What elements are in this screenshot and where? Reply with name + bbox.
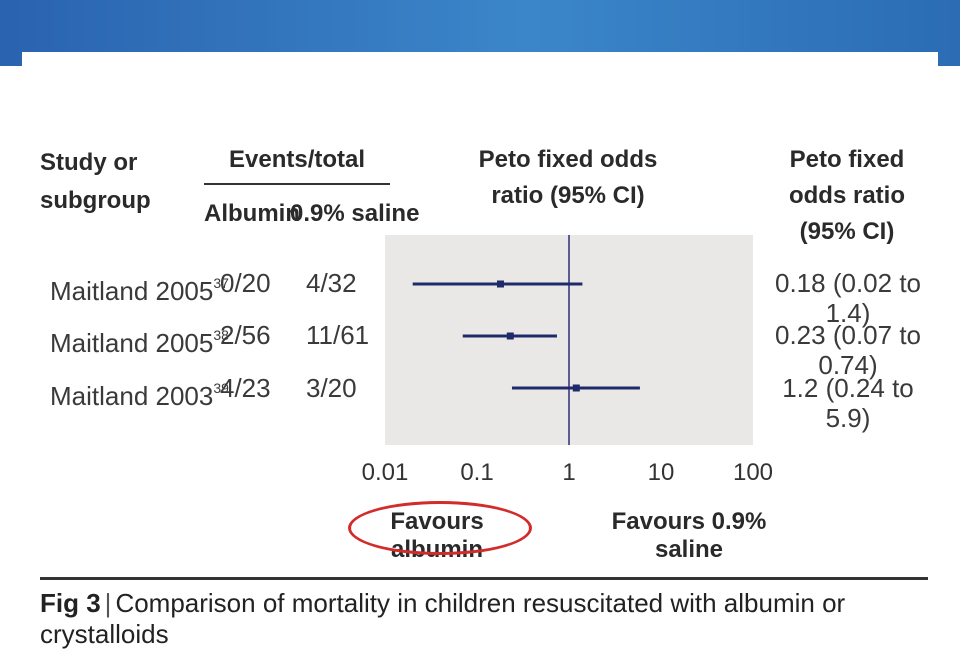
study-name: Maitland 200537 <box>50 268 229 306</box>
figure-caption-text: Comparison of mortality in children resu… <box>40 588 846 649</box>
x-tick-label: 0.01 <box>362 459 409 486</box>
x-tick-label: 1 <box>562 459 575 486</box>
x-tick-label: 100 <box>733 459 773 486</box>
albumin-events: 0/20 <box>220 268 271 298</box>
saline-events: 11/61 <box>306 320 370 350</box>
study-label: Maitland 2003 <box>50 381 214 411</box>
study-ref: 39 <box>213 380 229 396</box>
events-column-header: Events/total <box>228 146 366 173</box>
point-estimate-marker <box>496 280 504 288</box>
point-estimate-marker <box>506 332 514 340</box>
banner-inset <box>22 52 938 72</box>
x-tick-label: 0.1 <box>460 459 493 486</box>
odds-ratio-text: 1.2 (0.24 to 5.9) <box>782 373 914 433</box>
study-name: Maitland 200538 <box>50 320 229 358</box>
highlight-ellipse <box>348 501 532 555</box>
odds-ratio-plot-header: Peto fixed odds ratio (95% CI) <box>478 146 658 209</box>
study-column-header: Study or subgroup <box>40 144 151 220</box>
albumin-events: 4/23 <box>220 373 271 403</box>
saline-events: 3/20 <box>306 373 357 403</box>
study-name: Maitland 200339 <box>50 373 229 411</box>
study-label: Maitland 2005 <box>50 276 214 306</box>
saline-events: 4/32 <box>306 268 357 298</box>
albumin-column-header: Albumin <box>204 200 300 227</box>
caption-rule <box>40 577 928 580</box>
saline-column-header: 0.9% saline <box>290 200 420 227</box>
events-header-rule <box>204 183 390 185</box>
figure-label: Fig 3 <box>40 588 101 618</box>
study-ref: 38 <box>213 327 229 343</box>
favours-saline-label: Favours 0.9% saline <box>611 508 767 563</box>
odds-ratio-text: 0.18 (0.02 to 1.4) <box>775 268 921 328</box>
odds-ratio-text-header: Peto fixed odds ratio (95% CI) <box>788 146 905 245</box>
study-label: Maitland 2005 <box>50 328 214 358</box>
odds-ratio-text: 0.23 (0.07 to 0.74) <box>775 320 921 380</box>
x-tick-label: 10 <box>648 459 675 486</box>
study-column-header-text: Study or subgroup <box>40 149 151 214</box>
albumin-events: 2/56 <box>220 320 271 350</box>
study-ref: 37 <box>213 275 229 291</box>
caption-separator: | <box>104 588 112 618</box>
point-estimate-marker <box>572 384 580 392</box>
figure-caption: Fig 3 | Comparison of mortality in childre… <box>40 588 960 650</box>
